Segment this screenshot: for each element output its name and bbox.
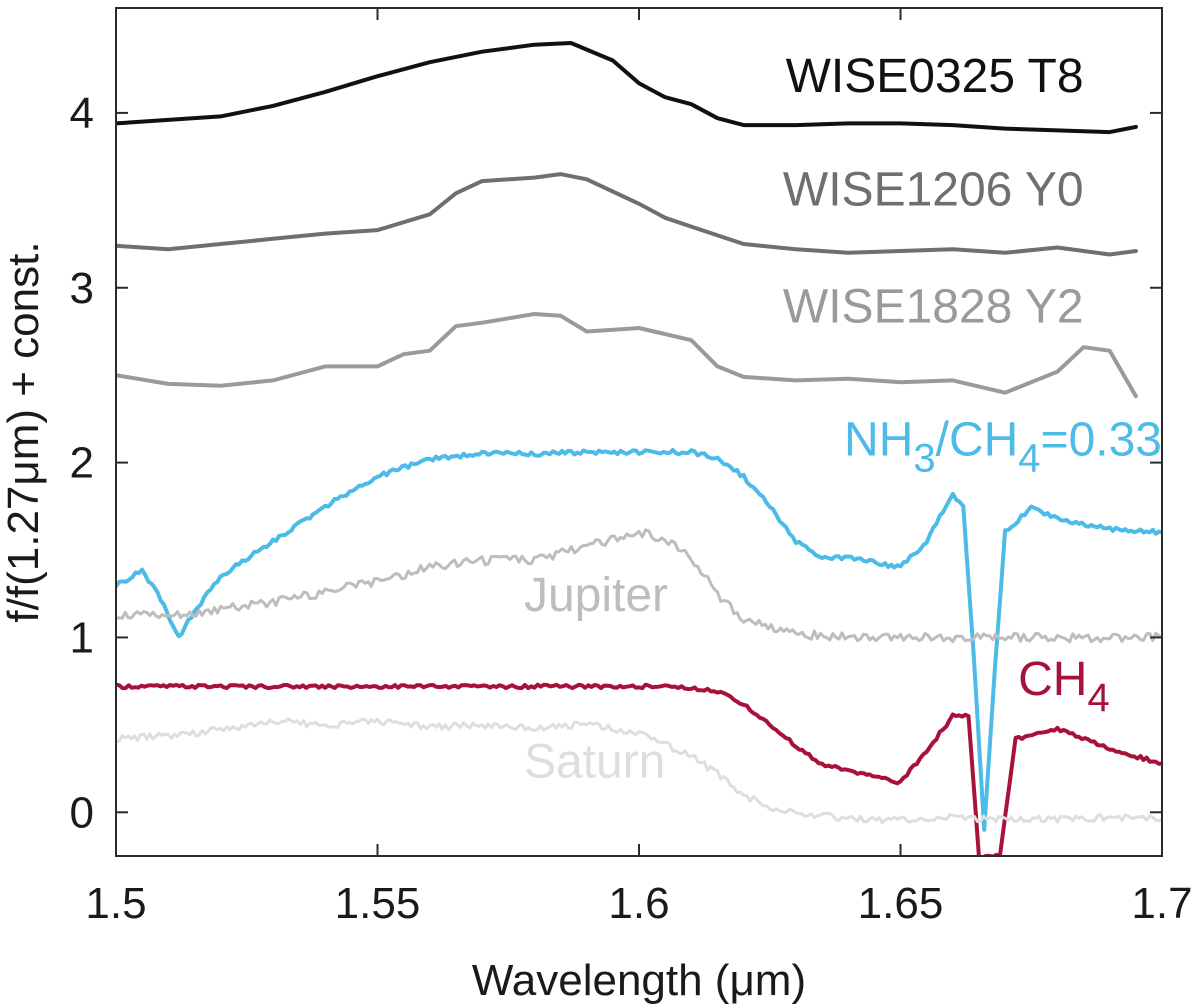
- x-tick-label: 1.7: [1131, 879, 1192, 928]
- x-axis-title: Wavelength (μm): [472, 956, 806, 1005]
- series-line-jupiter: [116, 528, 1162, 644]
- y-tick-label: 1: [70, 613, 94, 662]
- series-label-saturn: Saturn: [524, 735, 665, 788]
- series-label-ch4: CH4: [1018, 653, 1110, 720]
- series-label-wise1828-y2: WISE1828 Y2: [783, 281, 1084, 334]
- series-label-jupiter: Jupiter: [524, 569, 668, 622]
- series-line-wise1206-y0: [116, 172, 1138, 257]
- series-label-wise1206-y0: WISE1206 Y0: [783, 164, 1084, 217]
- series-label-wise0325-t8: WISE0325 T8: [786, 50, 1084, 103]
- x-axis: 1.5 1.55 1.6 1.65 1.7: [85, 8, 1193, 928]
- x-tick-label: 1.5: [85, 879, 146, 928]
- series-line-wise1828-y2: [116, 312, 1138, 399]
- y-tick-label: 0: [70, 788, 94, 837]
- series-line-wise0325-t8: [116, 41, 1138, 135]
- x-tick-label: 1.6: [608, 879, 669, 928]
- series-line-saturn: [116, 717, 1162, 825]
- series-layer: [116, 41, 1162, 856]
- y-tick-label: 2: [70, 439, 94, 488]
- series-label-nh3-ch4-0-33: NH3/CH4=0.33: [844, 414, 1162, 481]
- series-label-layer: WISE0325 T8 WISE1206 Y0 WISE1828 Y2 NH3/CH4…: [524, 50, 1162, 788]
- y-axis: 0 1 2 3 4: [70, 89, 1162, 837]
- y-tick-label: 3: [70, 264, 94, 313]
- y-tick-label: 4: [70, 89, 94, 138]
- x-tick-label: 1.55: [335, 879, 421, 928]
- series-line-nh3-ch4-0-33: [116, 448, 1162, 832]
- x-tick-label: 1.65: [858, 879, 944, 928]
- series-line-ch4: [116, 682, 1162, 856]
- y-axis-title: f/f(1.27μm) + const.: [0, 241, 48, 622]
